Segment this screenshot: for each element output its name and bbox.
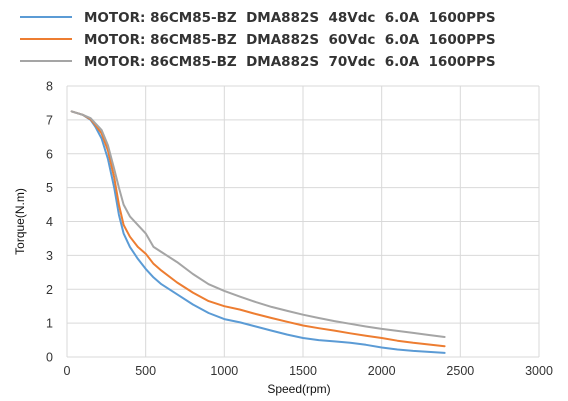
y-axis-ticks: 0 1 2 3 4 5 6 7 8 <box>46 80 53 365</box>
y-tick-label: 2 <box>46 283 53 297</box>
y-tick-label: 1 <box>46 317 53 331</box>
legend-label-1: MOTOR: 86CM85-BZ DMA882S 48Vdc 6.0A 1600… <box>84 10 496 26</box>
legend-label-2: MOTOR: 86CM85-BZ DMA882S 60Vdc 6.0A 1600… <box>84 32 496 48</box>
x-axis-ticks: 0 500 1000 1500 2000 2500 3000 <box>64 364 553 378</box>
y-tick-label: 0 <box>46 351 53 365</box>
x-tick-label: 1500 <box>289 364 317 378</box>
x-axis-title: Speed(rpm) <box>267 382 330 396</box>
y-tick-label: 7 <box>46 113 53 127</box>
x-tick-label: 0 <box>64 364 71 378</box>
legend-label-3: MOTOR: 86CM85-BZ DMA882S 70Vdc 6.0A 1600… <box>84 54 496 70</box>
series-line-1 <box>70 110 446 354</box>
y-axis-title: Torque(N.m) <box>13 188 27 255</box>
legend: MOTOR: 86CM85-BZ DMA882S 48Vdc 6.0A 1600… <box>20 10 496 70</box>
x-tick-label: 500 <box>135 364 156 378</box>
grid-lines <box>66 85 540 358</box>
x-tick-label: 2000 <box>368 364 396 378</box>
x-tick-label: 1000 <box>210 364 238 378</box>
x-tick-label: 3000 <box>525 364 553 378</box>
series-lines <box>70 110 446 354</box>
y-tick-label: 3 <box>46 249 53 263</box>
series-line-3 <box>70 110 446 338</box>
y-tick-label: 4 <box>46 215 53 229</box>
y-tick-label: 5 <box>46 181 53 195</box>
y-tick-label: 8 <box>46 80 53 94</box>
x-tick-label: 2500 <box>446 364 474 378</box>
series-line-2 <box>70 110 446 348</box>
y-tick-label: 6 <box>46 147 53 161</box>
